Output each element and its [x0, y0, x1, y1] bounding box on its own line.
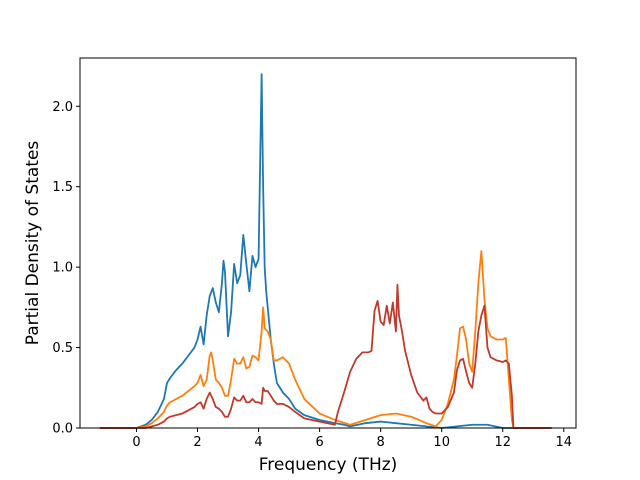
- x-axis-label: Frequency (THz): [259, 455, 398, 475]
- y-tick-label: 1.0: [52, 261, 73, 276]
- y-tick-label: 0.0: [52, 422, 73, 437]
- series-line-2: [99, 250, 552, 429]
- y-tick-label: 2.0: [52, 100, 73, 115]
- x-tick-label: 6: [315, 435, 323, 450]
- y-axis-ticks: 0.0 0.5 1.0 1.5 2.0: [52, 100, 80, 437]
- plot-background: [80, 58, 576, 428]
- x-tick-label: 2: [193, 435, 201, 450]
- x-tick-label: 0: [132, 435, 140, 450]
- x-tick-label: 8: [377, 435, 385, 450]
- x-axis-ticks: 0 2 4 6 8 10 12 14: [132, 428, 572, 450]
- series-line-1: [99, 73, 552, 429]
- y-axis-label: Partial Density of States: [23, 141, 43, 346]
- x-tick-label: 12: [494, 435, 511, 450]
- x-tick-label: 4: [254, 435, 262, 450]
- x-tick-label: 10: [433, 435, 450, 450]
- x-tick-label: 14: [556, 435, 573, 450]
- plot-frame: [79, 57, 577, 429]
- series-layer: [99, 73, 552, 429]
- series-line-3: [99, 283, 552, 429]
- y-tick-label: 1.5: [52, 180, 73, 195]
- y-tick-label: 0.5: [52, 341, 73, 356]
